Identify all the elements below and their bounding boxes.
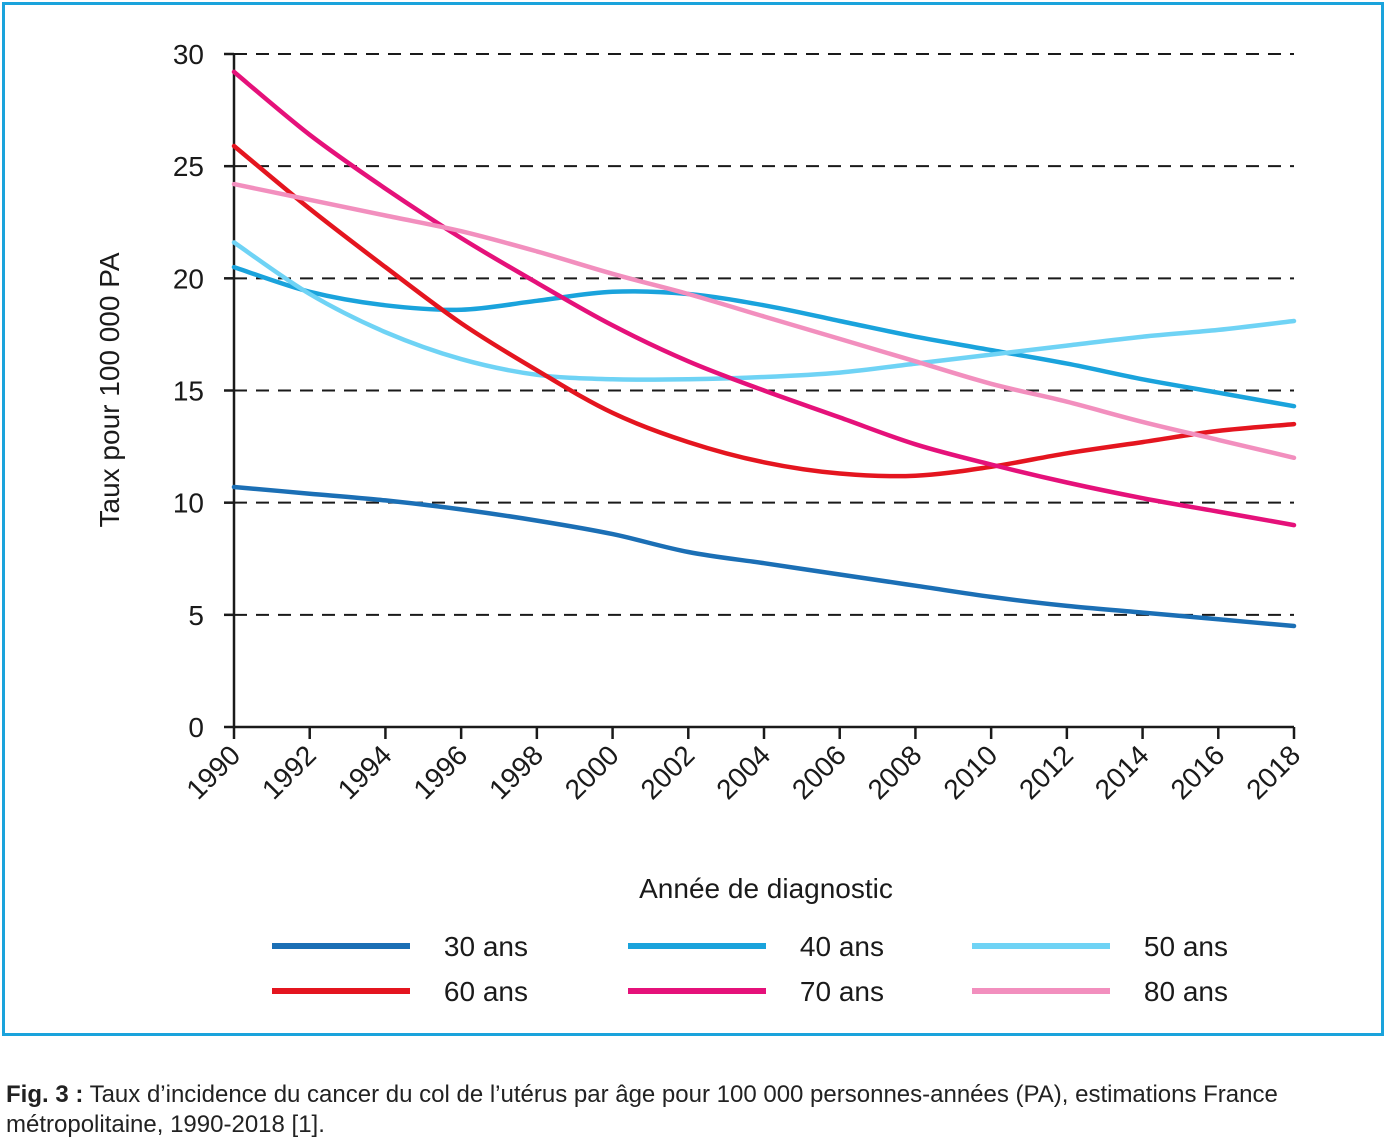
- x-tick-label: 2014: [1089, 739, 1155, 805]
- x-tick-labels: 1990 1992 1994 1996 1998 2000 2002 2004 2006 2008…: [180, 727, 1306, 805]
- y-tick-label: 25: [173, 151, 204, 182]
- legend-label: 80 ans: [1144, 976, 1228, 1007]
- series-line-30-ans: [231, 484, 1297, 629]
- legend: 30 ans 40 ans 50 ans 60 ans 70 ans 80 ans: [272, 931, 1228, 1007]
- caption-lead: Fig. 3 :: [6, 1081, 84, 1108]
- x-tick-label: 2012: [1013, 739, 1079, 805]
- figure-caption: Fig. 3 : Taux d’incidence du cancer du c…: [6, 1080, 1386, 1140]
- x-tick-label: 1996: [407, 739, 473, 805]
- x-tick-label: 2002: [635, 739, 701, 805]
- legend-label: 40 ans: [800, 931, 884, 962]
- figure-frame: [2, 2, 1384, 1036]
- y-tick-label: 15: [173, 376, 204, 407]
- y-tick-labels: 0 5 10 15 20 25 30: [173, 39, 234, 743]
- x-tick-label: 1992: [256, 739, 322, 805]
- y-tick-label: 5: [188, 600, 204, 631]
- x-tick-label: 1990: [180, 739, 246, 805]
- y-tick-label: 10: [173, 488, 204, 519]
- x-tick-label: 2006: [786, 739, 852, 805]
- x-tick-label: 2004: [710, 739, 776, 805]
- series-line-60-ans: [231, 143, 1297, 479]
- y-tick-label: 20: [173, 263, 204, 294]
- series-line-80-ans: [231, 181, 1297, 461]
- y-axis-label: Taux pour 100 000 PA: [94, 252, 125, 527]
- legend-label: 60 ans: [444, 976, 528, 1007]
- series-lines: [231, 69, 1297, 629]
- series-line-40-ans: [231, 264, 1297, 409]
- x-tick-label: 2018: [1240, 739, 1306, 805]
- y-tick-label: 30: [173, 39, 204, 70]
- x-tick-label: 1994: [332, 739, 398, 805]
- legend-label: 30 ans: [444, 931, 528, 962]
- x-axis-label: Année de diagnostic: [639, 873, 893, 904]
- legend-label: 50 ans: [1144, 931, 1228, 962]
- series-line-70-ans: [231, 69, 1297, 528]
- legend-label: 70 ans: [800, 976, 884, 1007]
- x-tick-label: 2008: [862, 739, 928, 805]
- caption-text: Taux d’incidence du cancer du col de l’u…: [6, 1081, 1278, 1138]
- y-tick-label: 0: [188, 712, 204, 743]
- x-tick-label: 1998: [483, 739, 549, 805]
- x-tick-label: 2010: [937, 739, 1003, 805]
- x-tick-label: 2000: [559, 739, 625, 805]
- x-tick-label: 2016: [1165, 739, 1231, 805]
- series-line-50-ans: [231, 240, 1297, 382]
